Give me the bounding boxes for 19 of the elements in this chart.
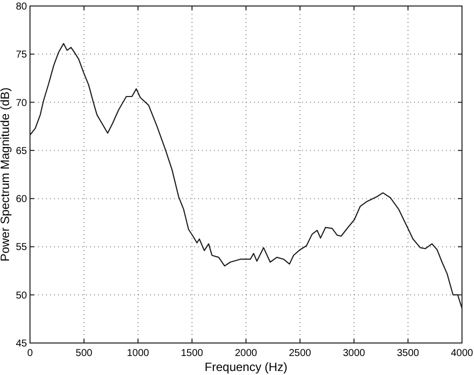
y-tick-label: 65	[16, 146, 28, 157]
x-tick-label: 2500	[288, 348, 312, 359]
y-tick-label: 75	[16, 50, 28, 61]
x-tick-label: 4000	[450, 348, 474, 359]
x-tick-label: 2000	[234, 348, 258, 359]
x-tick-label: 1000	[126, 348, 150, 359]
y-tick-label: 45	[16, 338, 28, 350]
x-tick-label: 3500	[396, 348, 420, 359]
x-tick-label: 0	[27, 348, 34, 359]
y-tick-label: 55	[16, 242, 28, 254]
x-tick-label: 1500	[180, 348, 204, 359]
y-tick-label: 50	[16, 290, 28, 302]
y-tick-label: 70	[16, 98, 28, 109]
x-axis-title: Frequency (Hz)	[204, 360, 288, 374]
x-tick-label: 3000	[342, 348, 366, 359]
y-tick-label: 60	[16, 194, 28, 206]
y-axis-title: Power Spectrum Magnitude (dB)	[0, 87, 12, 262]
x-tick-label: 500	[76, 348, 93, 359]
y-tick-label: 80	[16, 2, 28, 12]
